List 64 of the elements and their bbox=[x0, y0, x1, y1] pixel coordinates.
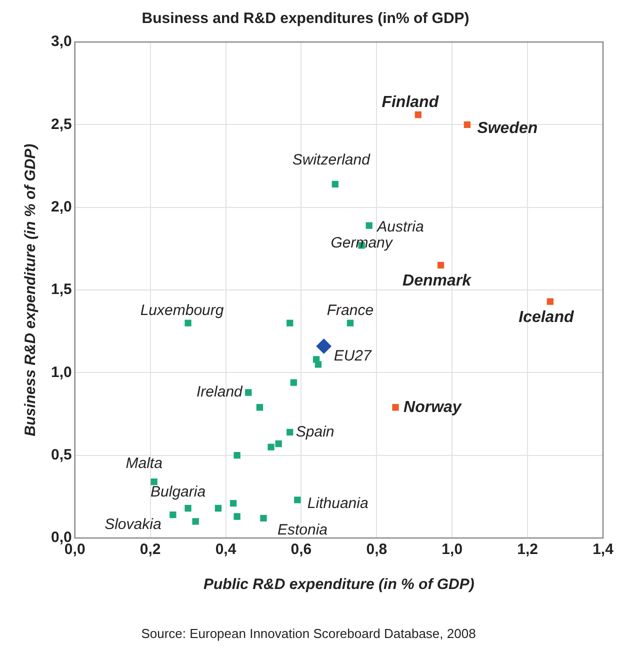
annotation: Germany bbox=[330, 234, 394, 252]
point bbox=[346, 320, 354, 326]
annotation: Lithuania bbox=[307, 495, 368, 512]
x-tick-label: 0,6 bbox=[290, 541, 312, 558]
point bbox=[392, 404, 399, 411]
y-tick-label: 1,0 bbox=[50, 364, 72, 381]
point bbox=[294, 496, 301, 504]
x-tick-label: 0,0 bbox=[64, 541, 86, 558]
point bbox=[214, 504, 222, 512]
point bbox=[546, 298, 554, 305]
chart-title: Business and R&D expenditures (in% of GDP) bbox=[142, 10, 470, 28]
annotation: Luxembourg bbox=[140, 302, 224, 320]
point bbox=[170, 512, 176, 518]
annotation: Switzerland bbox=[292, 151, 371, 168]
point bbox=[260, 514, 267, 522]
point bbox=[286, 428, 294, 436]
y-tick-label: 3,0 bbox=[50, 33, 72, 50]
annotation: Norway bbox=[404, 398, 462, 416]
y-axis-title: Business R&D expenditure (in % of GDP) bbox=[22, 144, 40, 436]
annotation: EU27 bbox=[334, 347, 372, 364]
point bbox=[464, 121, 471, 128]
annotation: Sweden bbox=[477, 120, 538, 138]
point bbox=[192, 518, 199, 525]
x-tick-label: 0,8 bbox=[366, 541, 388, 558]
y-tick-label: 2,5 bbox=[50, 116, 72, 133]
point bbox=[230, 500, 237, 507]
point bbox=[245, 389, 252, 396]
annotation: Estonia bbox=[277, 521, 328, 538]
x-tick-label: 1,4 bbox=[592, 541, 614, 558]
x-tick-label: 1,0 bbox=[442, 541, 463, 558]
y-tick-label: 1,5 bbox=[50, 281, 72, 298]
point bbox=[290, 379, 297, 386]
annotation: Malta bbox=[126, 454, 162, 472]
annotation: Iceland bbox=[518, 308, 575, 326]
x-tick-label: 0,4 bbox=[215, 541, 237, 558]
x-tick-label: 0,2 bbox=[140, 541, 161, 558]
annotation: Denmark bbox=[402, 272, 472, 290]
x-tick-label: 1,2 bbox=[517, 541, 538, 558]
annotation: Finland bbox=[382, 94, 440, 112]
point bbox=[268, 444, 274, 450]
point bbox=[286, 320, 294, 326]
point bbox=[234, 452, 240, 459]
point bbox=[184, 320, 192, 326]
point bbox=[316, 338, 332, 354]
point bbox=[314, 361, 322, 368]
point bbox=[414, 111, 422, 118]
point bbox=[332, 180, 338, 188]
y-tick-label: 0,5 bbox=[50, 446, 72, 464]
annotation: Ireland bbox=[196, 384, 244, 401]
annotation: Slovakia bbox=[104, 516, 162, 534]
point bbox=[366, 222, 372, 229]
point bbox=[275, 440, 282, 448]
y-tick-label: 2,0 bbox=[50, 198, 72, 216]
point bbox=[234, 513, 240, 520]
source-note: Source: European Innovation Scoreboard Database, 2008 bbox=[140, 626, 477, 641]
point bbox=[256, 404, 264, 411]
annotation: Spain bbox=[296, 423, 334, 440]
annotation: France bbox=[326, 302, 374, 320]
point bbox=[437, 262, 444, 269]
annotation: Bulgaria bbox=[150, 483, 206, 500]
point bbox=[150, 478, 158, 486]
point bbox=[184, 504, 192, 512]
x-axis-title: Public R&D expenditure (in % of GDP) bbox=[203, 576, 474, 594]
annotation: Austria bbox=[376, 218, 424, 236]
